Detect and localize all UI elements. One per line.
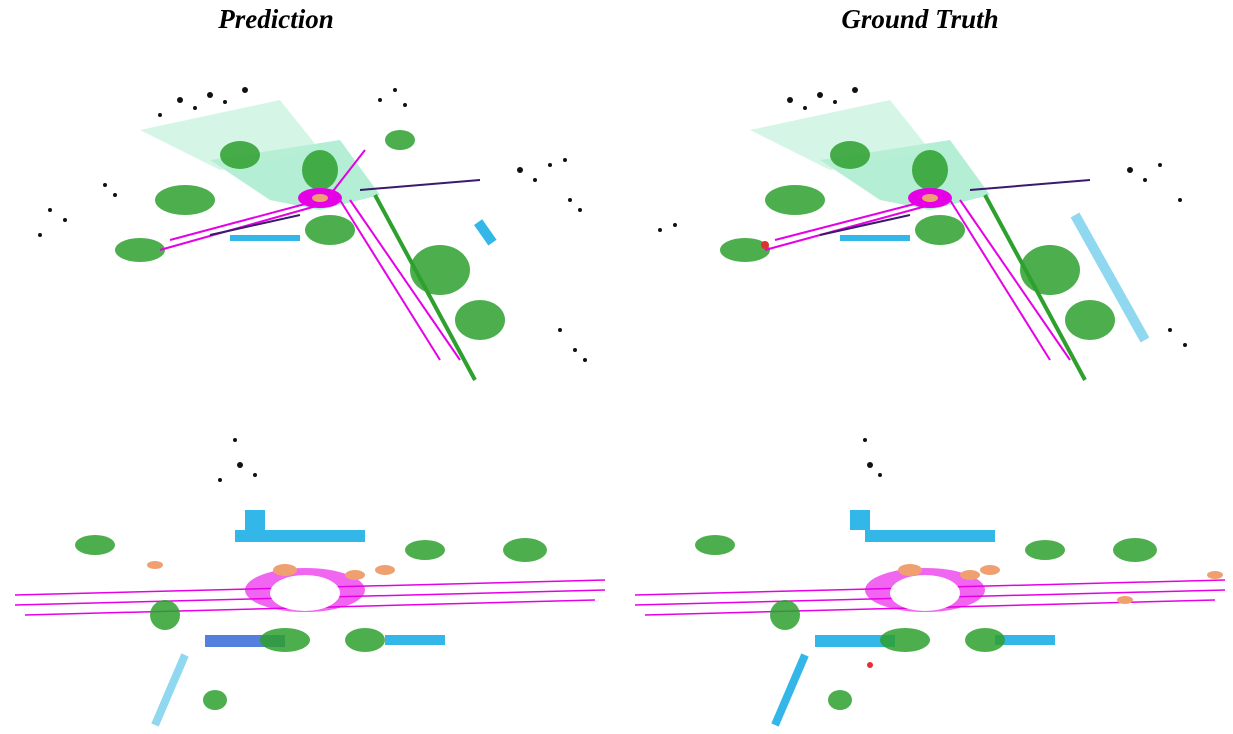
point-cloud-image <box>658 87 1187 381</box>
point-cloud-image <box>634 438 1226 727</box>
ground-truth-title: Ground Truth <box>841 4 999 34</box>
prediction-scene-2 <box>5 425 610 733</box>
point-cloud-image <box>38 87 587 381</box>
prediction-title: Prediction <box>218 4 334 34</box>
ground-truth-scene-1 <box>625 60 1220 385</box>
ground-truth-scene-2 <box>625 425 1230 733</box>
prediction-scene-1 <box>20 60 610 385</box>
point-cloud-image <box>14 438 606 727</box>
